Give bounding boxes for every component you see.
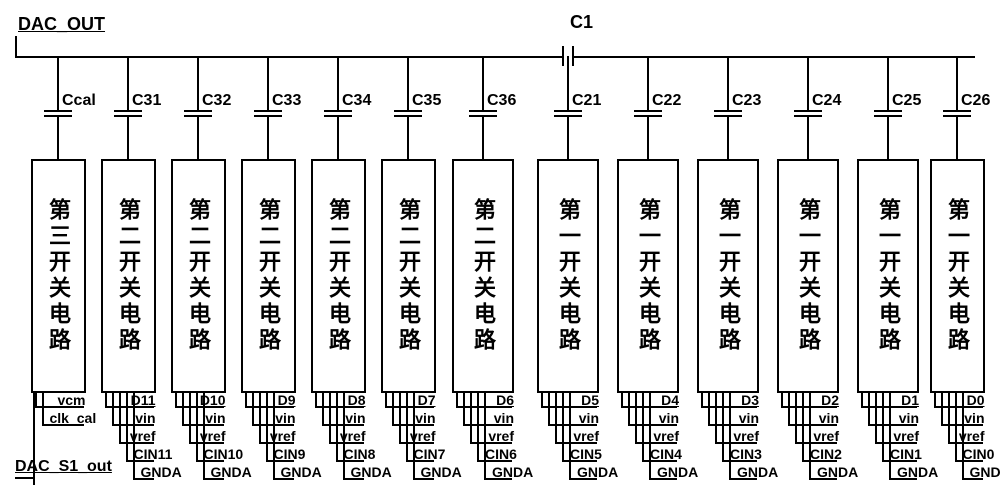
signal-label: CIN5 [570,446,599,462]
box-text: 第一开关电路 [872,198,904,354]
switch-circuit-box: 第三开关电路 [31,159,86,393]
signal-label: GNDA [897,464,919,480]
signal-label: GNDA [737,464,759,480]
signal-label: vcm [43,392,86,408]
box-text: 第二开关电路 [112,198,144,354]
dac-s1-out-label: DAC_S1_out [15,458,112,476]
switch-circuit-box: 第一开关电路 [777,159,839,393]
switch-circuit-box: 第一开关电路 [617,159,679,393]
signal-label: GNDA [657,464,679,480]
cap-label: C22 [652,92,681,110]
box-text: 第二开关电路 [252,198,284,354]
cap-label: C32 [202,92,231,110]
c1-label: C1 [570,12,593,33]
box-text: 第一开关电路 [632,198,664,354]
switch-circuit-box: 第二开关电路 [171,159,226,393]
box-text: 第一开关电路 [712,198,744,354]
signal-label: CIN1 [890,446,919,462]
switch-circuit-box: 第二开关电路 [101,159,156,393]
switch-circuit-box: 第二开关电路 [452,159,514,393]
switch-circuit-box: 第一开关电路 [857,159,919,393]
signal-label: CIN8 [344,446,366,462]
cap-label: C26 [961,92,990,110]
cap-label: C34 [342,92,371,110]
signal-label: GNDA [141,464,156,480]
cap-label: C35 [412,92,441,110]
signal-label: vref [267,428,296,444]
box-text: 第一开关电路 [552,198,584,354]
switch-circuit-box: 第二开关电路 [241,159,296,393]
switch-circuit-box: 第二开关电路 [311,159,366,393]
box-text: 第一开关电路 [792,198,824,354]
cap-label: C21 [572,92,601,110]
signal-label: CIN0 [963,446,985,462]
signal-label: CIN4 [650,446,679,462]
signal-label: CIN3 [730,446,759,462]
diagram-canvas: DAC_OUT C1 DAC_S1_out Ccal 第三开关电路 vcm clk_cal C… [0,0,1000,503]
switch-circuit-box: 第一开关电路 [697,159,759,393]
signal-label: CIN7 [414,446,436,462]
signal-label: CIN11 [134,446,156,462]
signal-label: GNDA [351,464,366,480]
signal-label: CIN9 [274,446,296,462]
switch-circuit-box: 第一开关电路 [930,159,985,393]
switch-circuit-box: 第二开关电路 [381,159,436,393]
signal-label: clk_cal [50,410,86,426]
signal-label: CIN6 [485,446,514,462]
box-text: 第三开关电路 [42,198,74,354]
signal-label: GNDA [970,464,985,480]
dac-out-label: DAC_OUT [18,14,105,35]
switch-circuit-box: 第一开关电路 [537,159,599,393]
cap-label: C25 [892,92,921,110]
signal-label: GNDA [421,464,436,480]
cap-label: C36 [487,92,516,110]
signal-label: CIN2 [810,446,839,462]
box-text: 第一开关电路 [941,198,973,354]
box-text: 第二开关电路 [182,198,214,354]
cap-label: C23 [732,92,761,110]
signal-label: CIN10 [204,446,226,462]
signal-label: vref [956,428,985,444]
cap-label: C33 [272,92,301,110]
signal-label: vref [407,428,436,444]
signal-label: vref [337,428,366,444]
signal-label: GNDA [817,464,839,480]
cap-label: C24 [812,92,841,110]
box-text: 第二开关电路 [392,198,424,354]
box-text: 第二开关电路 [322,198,354,354]
signal-label: GNDA [577,464,599,480]
signal-label: vref [197,428,226,444]
box-text: 第二开关电路 [467,198,499,354]
signal-label: GNDA [211,464,226,480]
signal-label: vref [127,428,156,444]
cap-label: Ccal [62,92,96,110]
cap-label: C31 [132,92,161,110]
signal-label: GNDA [281,464,296,480]
signal-label: GNDA [492,464,514,480]
